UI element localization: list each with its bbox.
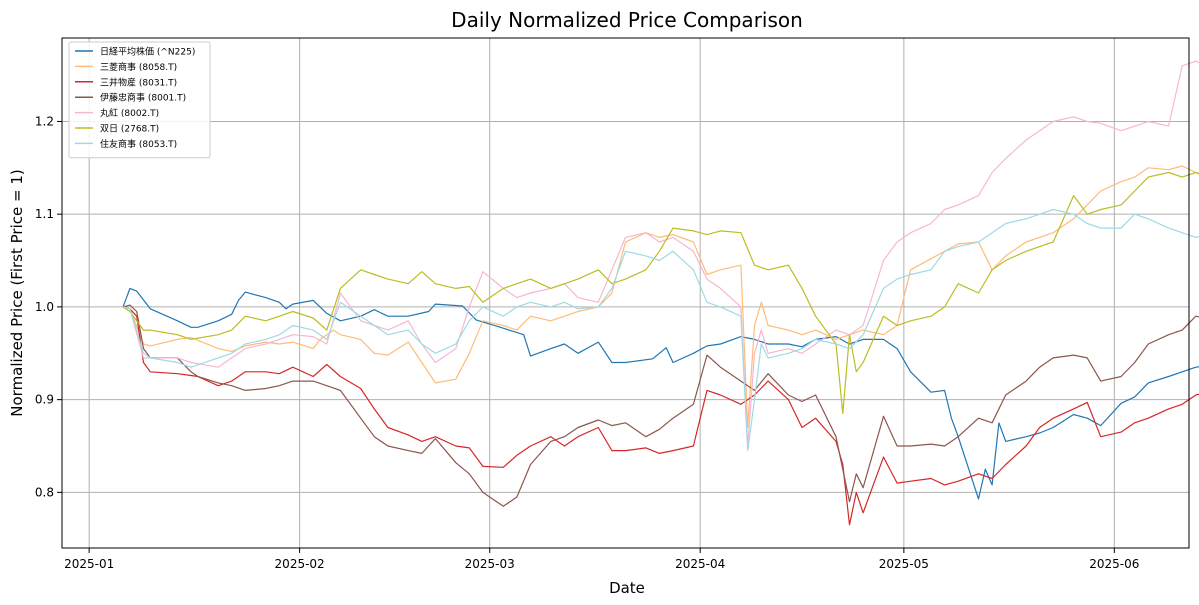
- x-tick-label: 2025-06: [1089, 557, 1139, 571]
- series-line-3: [122, 306, 1199, 526]
- series-line-5: [122, 60, 1199, 447]
- series-line-6: [122, 171, 1199, 415]
- plot-frame: [61, 37, 1190, 549]
- y-tick-label: 0.9: [35, 393, 54, 407]
- y-tick-label: 1.2: [35, 114, 54, 128]
- legend-label: 日経平均株価 (^N225): [100, 46, 195, 58]
- series-line-7: [122, 208, 1199, 452]
- series-line-4: [122, 304, 1199, 507]
- x-tick-label: 2025-02: [275, 557, 325, 571]
- grid: [62, 38, 1189, 548]
- legend-label: 三菱商事 (8058.T): [100, 61, 177, 73]
- axis-ticks: 2025-01 2025-02 2025-03 2025-04 2025-05 2025-…: [35, 114, 1139, 571]
- y-tick-label: 1.1: [35, 207, 54, 221]
- x-tick-label: 2025-03: [465, 557, 515, 571]
- legend: 日経平均株価 (^N225) 三菱商事 (8058.T) 三井物産 (8031.T)…: [68, 41, 211, 159]
- y-axis-label: Normalized Price (First Price = 1): [8, 169, 26, 416]
- legend-label: 住友商事 (8053.T): [100, 138, 177, 150]
- x-tick-label: 2025-01: [64, 557, 114, 571]
- legend-label: 伊藤忠商事 (8001.T): [100, 92, 186, 104]
- legend-label: 丸紅 (8002.T): [100, 107, 159, 119]
- series-lines: [122, 60, 1199, 526]
- x-axis-label: Date: [609, 579, 645, 597]
- series-line-1: [122, 287, 1199, 500]
- legend-label: 双日 (2768.T): [100, 124, 159, 135]
- y-tick-label: 1.0: [35, 300, 54, 314]
- x-tick-label: 2025-05: [879, 557, 929, 571]
- chart-title: Daily Normalized Price Comparison: [451, 8, 803, 32]
- series-line-2: [122, 165, 1199, 429]
- legend-label: 三井物産 (8031.T): [100, 76, 177, 88]
- y-tick-label: 0.8: [35, 485, 54, 499]
- legend-box: [68, 41, 211, 159]
- x-tick-label: 2025-04: [675, 557, 725, 571]
